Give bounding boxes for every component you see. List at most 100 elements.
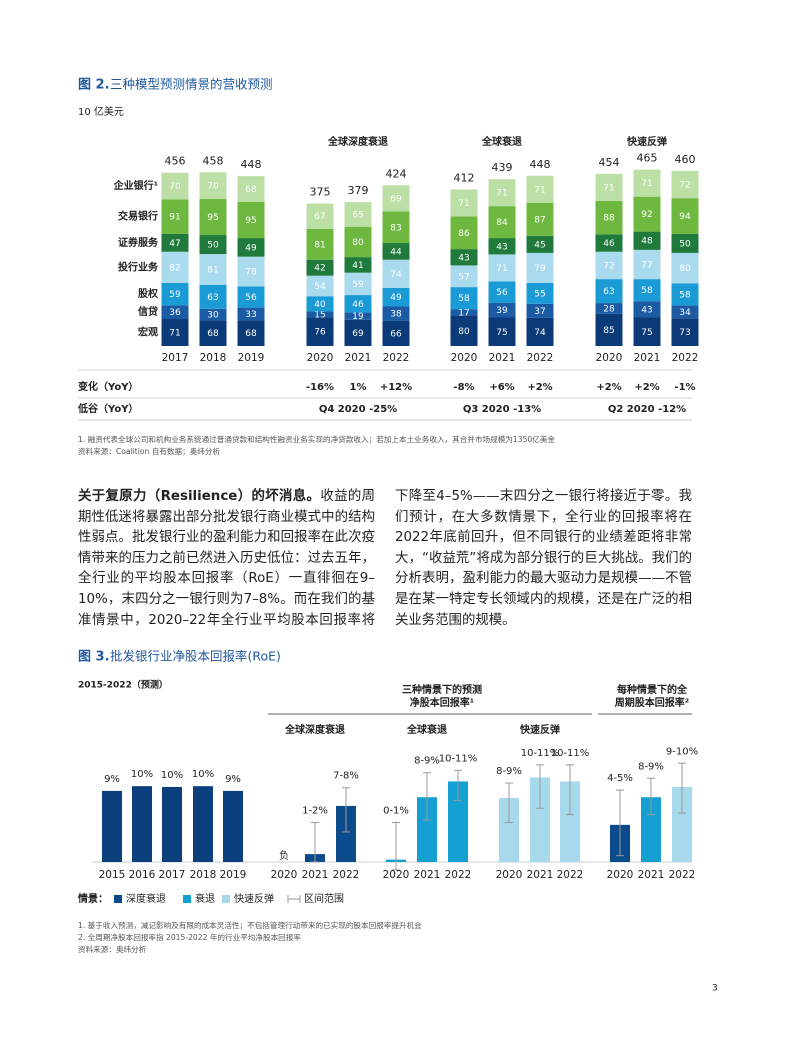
- value-label: 负: [279, 849, 289, 862]
- bar-segment: [161, 199, 189, 234]
- value-label: 8-9%: [496, 766, 522, 777]
- segment-label: 17: [458, 308, 469, 318]
- segment-label: 58: [458, 294, 470, 304]
- segment-label: 40: [314, 300, 326, 310]
- subtitle: 2015-2022（预测）: [78, 679, 168, 691]
- x-tick-label: 2016: [129, 869, 156, 881]
- segment-label: 43: [496, 242, 507, 252]
- bar-segment: [306, 296, 334, 312]
- bar-segment: [237, 176, 265, 202]
- segment-label: 43: [641, 305, 652, 315]
- segment-label: 80: [679, 264, 691, 274]
- segment-label: 79: [534, 264, 546, 274]
- total-label: 448: [530, 158, 551, 171]
- bar-segment: [633, 301, 661, 318]
- group-header: 每种情景下的全: [617, 683, 688, 696]
- bar-segment: [450, 265, 478, 288]
- value-label: 8-9%: [638, 761, 664, 772]
- segment-label: 71: [641, 179, 652, 189]
- bar-segment: [344, 257, 372, 273]
- bar-segment: [671, 252, 699, 284]
- segment-label: 28: [603, 304, 615, 314]
- trough-value: Q2 2020 -12%: [608, 404, 686, 415]
- bar-segment: [595, 313, 623, 346]
- scenario-label: 全球深度衰退: [284, 723, 345, 736]
- bar: [132, 786, 152, 862]
- bar-segment: [671, 233, 699, 253]
- total-label: 379: [348, 184, 369, 197]
- bar-segment: [526, 303, 554, 318]
- change-value: +12%: [380, 382, 412, 393]
- value-label: 10%: [131, 769, 153, 780]
- legend-label: 衰退: [195, 892, 215, 905]
- x-tick-label: 2020: [451, 352, 478, 364]
- bar-segment: [237, 238, 265, 257]
- bar-segment: [595, 279, 623, 304]
- bar-segment: [671, 305, 699, 319]
- bar-segment: [450, 315, 478, 346]
- bar-segment: [199, 235, 227, 255]
- total-label: 412: [454, 171, 475, 184]
- total-label: 456: [165, 155, 186, 168]
- bar: [672, 786, 692, 862]
- bar: [560, 781, 580, 862]
- bar: [336, 805, 356, 862]
- x-tick-label: 2022: [333, 869, 360, 881]
- figure-label: 图 3.: [78, 650, 110, 665]
- legend-title: 情景：: [78, 892, 108, 905]
- segment-label: 48: [641, 237, 653, 247]
- segment-label: 74: [390, 270, 402, 280]
- group-label: 全球衰退: [481, 135, 522, 148]
- segment-label: 49: [390, 293, 402, 303]
- segment-label: 83: [390, 223, 401, 233]
- segment-label: 68: [245, 329, 257, 339]
- segment-label: 75: [496, 328, 507, 338]
- bar-segment: [450, 189, 478, 217]
- segment-label: 85: [603, 326, 614, 336]
- lead: 关于复原力（Resilience）的坏消息。: [78, 489, 321, 504]
- segment-label: 30: [207, 310, 219, 320]
- segment-label: 70: [207, 182, 219, 192]
- value-label: 0-1%: [383, 806, 409, 817]
- scenario-label: 快速反弹: [519, 723, 560, 736]
- bar: [417, 797, 437, 862]
- segment-label: 71: [496, 189, 507, 199]
- x-tick-label: 2021: [634, 352, 661, 364]
- bar: [162, 786, 182, 862]
- bar-segment: [161, 282, 189, 306]
- row-label: 变化（YoY）: [78, 380, 138, 393]
- change-value: +2%: [596, 382, 621, 393]
- x-tick-label: 2020: [271, 869, 298, 881]
- change-value: +2%: [527, 382, 552, 393]
- bar-segment: [199, 254, 227, 285]
- x-tick-label: 2022: [557, 869, 584, 881]
- bar-segment: [306, 259, 334, 276]
- x-tick-label: 2022: [445, 869, 472, 881]
- value-label: 9%: [225, 774, 241, 785]
- bar: [193, 786, 213, 862]
- segment-label: 44: [390, 247, 402, 257]
- bar-segment: [306, 311, 334, 318]
- segment-label: 34: [679, 308, 691, 318]
- change-value: +6%: [489, 382, 514, 393]
- change-value: -1%: [674, 382, 695, 393]
- bar-segment: [488, 302, 516, 318]
- segment-label: 67: [314, 212, 325, 222]
- series-name: 投行业务: [118, 260, 159, 273]
- value-label: 9-10%: [666, 746, 698, 757]
- segment-label: 54: [314, 282, 326, 292]
- segment-label: 71: [534, 185, 545, 195]
- x-tick-label: 2018: [200, 352, 227, 364]
- bar: [641, 797, 661, 862]
- x-tick-label: 2021: [345, 352, 372, 364]
- bar-segment: [526, 317, 554, 346]
- bar-segment: [595, 173, 623, 201]
- change-value: 1%: [350, 382, 367, 393]
- bar-segment: [382, 287, 410, 307]
- bar-segment: [237, 307, 265, 321]
- segment-label: 41: [352, 261, 363, 271]
- footnote: 1. 基于收入预测，减记影响及有限的成本灵活性；不包括管理行动带来的已实现的股本…: [78, 920, 422, 930]
- x-tick-label: 2021: [638, 869, 665, 881]
- series-name: 交易银行: [118, 210, 158, 223]
